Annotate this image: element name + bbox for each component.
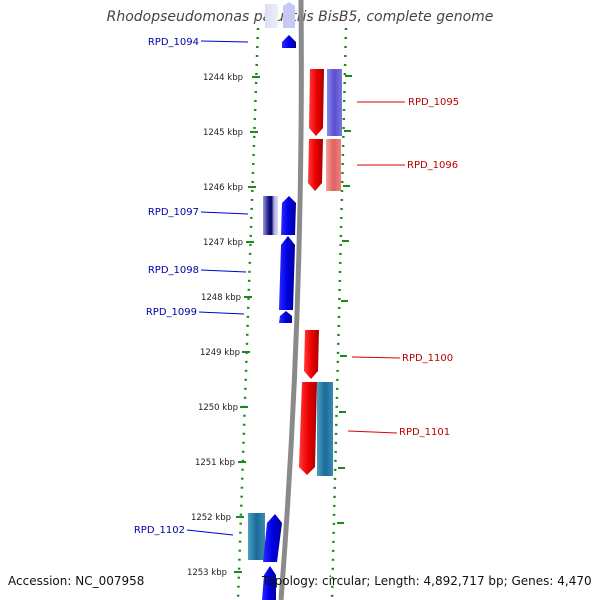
gene-label-RPD_1097[interactable]: RPD_1097 [148,207,199,218]
gene-label-RPD_1102[interactable]: RPD_1102 [134,525,185,536]
right-ticks [337,75,352,524]
gene-RPD_1100[interactable] [304,330,319,379]
left-ticks [234,76,260,573]
gene-RPD_1094-block-faded[interactable] [265,4,278,28]
gene-RPD_1097[interactable] [281,196,296,235]
gene-label-RPD_1098[interactable]: RPD_1098 [148,265,199,276]
gene-RPD_1099[interactable] [279,311,292,323]
genome-summary-text: Topology: circular; Length: 4,892,717 bp… [262,574,592,588]
gene-label-RPD_1100[interactable]: RPD_1100 [402,353,453,364]
gene-RPD_1096-box[interactable] [326,139,341,191]
genome-axis [278,0,304,600]
tick-label-1246: 1246 kbp [203,183,243,193]
gene-RPD_1094[interactable] [282,35,296,48]
accession-text: Accession: NC_007958 [8,574,145,588]
gene-label-RPD_1096[interactable]: RPD_1096 [407,160,458,171]
gene-label-RPD_1094[interactable]: RPD_1094 [148,37,199,48]
tick-label-1253: 1253 kbp [187,568,227,578]
gene-RPD_1102[interactable] [263,514,282,562]
forward-callouts [186,40,249,536]
tick-label-1249: 1249 kbp [200,348,240,358]
gene-RPD_1097-box[interactable] [263,196,278,235]
gene-label-RPD_1095[interactable]: RPD_1095 [408,97,459,108]
tick-label-1245: 1245 kbp [203,128,243,138]
gene-RPD_1096[interactable] [308,139,323,191]
gene-RPD_1098[interactable] [279,236,295,310]
gene-RPD_1095[interactable] [309,69,324,136]
tick-label-1252: 1252 kbp [191,513,231,523]
tick-label-1250: 1250 kbp [198,403,238,413]
gene-RPD_1102-box[interactable] [248,513,265,560]
gene-RPD_1101[interactable] [299,382,317,475]
gene-next-forward[interactable] [262,566,276,600]
tick-label-1248: 1248 kbp [201,293,241,303]
gene-label-RPD_1101[interactable]: RPD_1101 [399,427,450,438]
gene-label-RPD_1099[interactable]: RPD_1099 [146,307,197,318]
tick-label-1244: 1244 kbp [203,73,243,83]
gene-RPD_1101-box[interactable] [317,382,333,476]
gene-RPD_1094-arrow-faded[interactable] [283,2,295,28]
reverse-features [299,69,342,476]
gene-RPD_1095-box[interactable] [327,69,342,136]
forward-features [248,2,296,600]
tick-label-1251: 1251 kbp [195,458,235,468]
reverse-callouts [347,101,405,434]
tick-label-1247: 1247 kbp [203,238,243,248]
